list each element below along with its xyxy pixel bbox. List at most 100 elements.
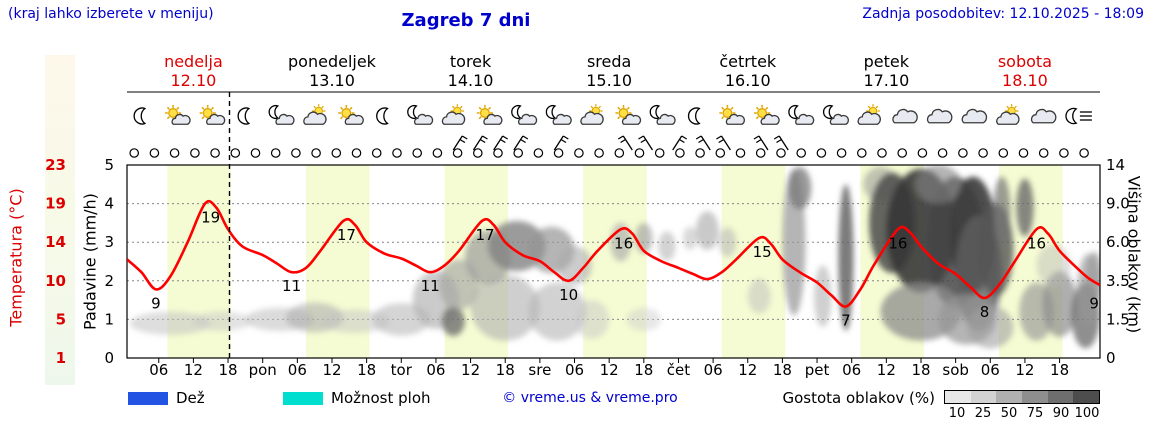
density-tick-label: 100 — [1074, 406, 1100, 421]
weather-icon-cloud-sun — [996, 104, 1020, 125]
cloud-cover-circle — [1059, 148, 1069, 158]
temperature-point-label: 16 — [888, 234, 907, 252]
cloud-axis-tick: 9.0 — [1106, 195, 1130, 213]
cloud-cover-circle — [958, 148, 968, 158]
temperature-curve — [127, 199, 1100, 308]
x-axis-hour: 12 — [461, 361, 480, 379]
weather-icon-sun-cloud — [165, 104, 191, 125]
temperature-point-label: 17 — [337, 226, 356, 244]
x-axis-hour: 12 — [877, 361, 896, 379]
weather-icon-moon-lines — [1065, 107, 1092, 125]
cloud-cover-circle — [169, 148, 180, 158]
wind-barb — [753, 135, 769, 151]
cloud-cover-circle — [351, 148, 362, 158]
copyright-link[interactable]: © vreme.us & vreme.pro — [502, 390, 678, 406]
cloud-cover-circle — [937, 148, 948, 158]
day-name: sobota — [998, 52, 1052, 71]
x-axis-day-abbr: pet — [805, 361, 830, 379]
cloud-cover-circle — [472, 148, 483, 158]
cloud-cover-circle — [594, 148, 604, 158]
cloud-axis-tick: 14 — [1106, 156, 1125, 174]
day-name: ponedeljek — [288, 52, 377, 71]
daylight-band — [721, 165, 786, 358]
x-axis-hour: 06 — [981, 361, 1000, 379]
wind-barb — [638, 135, 654, 151]
rain-legend-label: Dež — [176, 389, 205, 407]
cloud-cover-circle — [149, 148, 160, 158]
density-segment — [996, 391, 1023, 403]
density-tick-label: 25 — [974, 406, 992, 421]
temp-axis-tick: 1 — [56, 349, 66, 367]
temp-axis-tick: 23 — [45, 156, 66, 174]
temp-axis-tick: 14 — [45, 233, 66, 251]
density-segment — [1047, 391, 1074, 403]
rain-legend-swatch — [128, 392, 168, 405]
cloud-cover-circle — [371, 148, 382, 158]
cloud-cover-circle — [513, 148, 523, 158]
density-tick-label: 75 — [1026, 406, 1044, 421]
cloud-cover-circle — [796, 148, 806, 158]
wind-barb — [472, 135, 488, 151]
weather-icon-moon-cloud — [268, 104, 295, 125]
wind-barb — [672, 135, 688, 151]
x-axis-hour: 12 — [738, 361, 757, 379]
cloud-cover-circle — [735, 148, 746, 158]
day-date: 12.10 — [171, 71, 217, 90]
cloud-cover-circle — [452, 148, 463, 158]
density-tick-label: 90 — [1052, 406, 1070, 421]
weather-icon-sun-cloud — [476, 104, 503, 125]
cloud-cover-circle — [614, 148, 625, 158]
wind-barb — [553, 135, 569, 151]
temp-axis-tick: 5 — [56, 310, 66, 328]
weather-icon-moon — [376, 107, 389, 125]
cloud-cover-circle — [392, 148, 402, 158]
precip-axis-tick: 3 — [104, 233, 114, 251]
temperature-point-label: 11 — [282, 277, 301, 295]
cloud-cover-circle — [250, 148, 261, 158]
density-segment — [1022, 391, 1048, 403]
x-axis-day-abbr: tor — [391, 361, 413, 379]
cloud-cover-circle — [776, 148, 786, 158]
cloud-cover-row — [129, 135, 1089, 158]
x-axis-day-abbr: pon — [249, 361, 277, 379]
temperature-scale-strip — [45, 55, 75, 385]
x-axis-day-abbr: čet — [667, 361, 690, 379]
cloud-cover-circle — [493, 148, 503, 158]
x-axis-day-abbr: sob — [942, 361, 969, 379]
x-axis-day-abbr: sre — [528, 361, 551, 379]
cloud-cover-circle — [1079, 148, 1089, 158]
temperature-point-label: 15 — [753, 243, 772, 261]
density-tick-label: 50 — [1000, 406, 1018, 421]
cloud-cover-circle — [210, 148, 220, 158]
weather-icon-moon — [237, 107, 251, 125]
cloud-cover-circle — [634, 148, 645, 158]
day-date: 15.10 — [586, 71, 632, 90]
temperature-point-label: 10 — [559, 286, 578, 304]
x-axis-hour: 06 — [565, 361, 584, 379]
x-axis-hour: 18 — [1050, 361, 1069, 379]
weather-icon-cloud-sun — [857, 104, 881, 125]
showers-legend-swatch — [283, 392, 323, 405]
weather-icon-sun-cloud — [338, 104, 364, 125]
cloud-cover-circle — [412, 148, 422, 158]
weather-icon-sun-cloud — [615, 104, 642, 125]
x-axis-hour: 06 — [149, 361, 168, 379]
temp-axis-tick: 10 — [45, 272, 66, 290]
weather-icon-cloud — [926, 108, 953, 124]
density-tick-label: 10 — [948, 406, 966, 421]
cloud-cover-circle — [1018, 148, 1029, 158]
x-axis-hour: 12 — [600, 361, 619, 379]
temperature-point-label: 17 — [475, 226, 494, 244]
cloud-cover-circle — [574, 148, 584, 158]
cloud-cover-circle — [553, 148, 564, 158]
cloud-cover-circle — [432, 148, 443, 158]
temperature-point-label: 9 — [151, 294, 161, 312]
x-axis-hour: 12 — [184, 361, 203, 379]
day-name: petek — [864, 52, 910, 71]
x-axis-hour: 06 — [842, 361, 861, 379]
cloud-cover-circle — [331, 148, 342, 158]
precip-axis-tick: 4 — [104, 195, 114, 213]
cloud-cover-circle — [654, 148, 665, 158]
